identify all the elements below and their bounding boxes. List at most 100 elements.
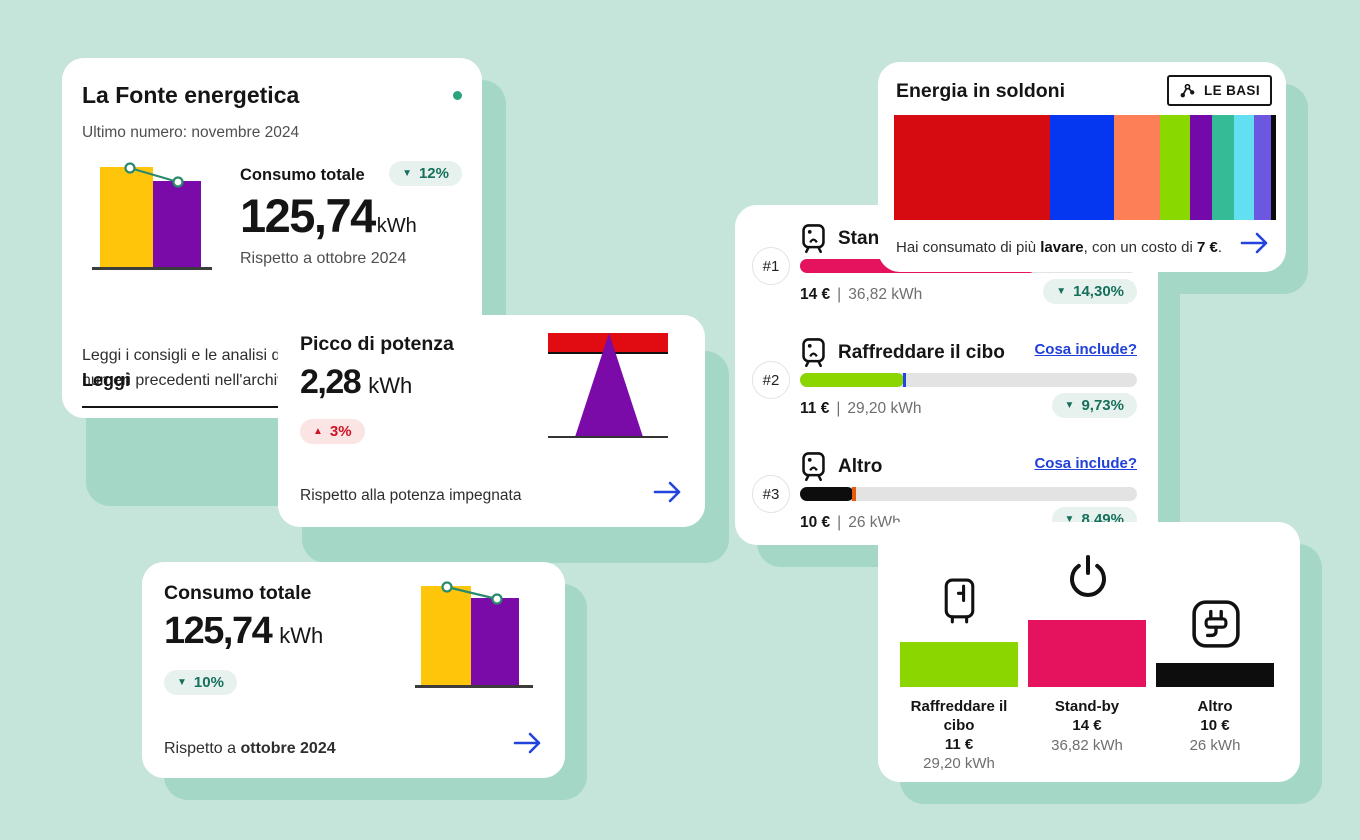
progress-fill — [800, 373, 907, 387]
down-triangle-icon: ▼ — [1056, 285, 1067, 297]
appliance-icon — [802, 338, 825, 368]
card-fonte-energetica: La Fonte energetica Ultimo numero: novem… — [62, 58, 482, 418]
peak-unit: kWh — [368, 373, 413, 398]
consumption-unit: kWh — [376, 215, 417, 237]
card-title: Consumo totale — [164, 582, 312, 604]
progress-tick — [902, 373, 907, 387]
total-consumption: 125,74 kWh — [164, 610, 323, 653]
progress-bar — [800, 487, 1137, 501]
up-triangle-icon: ▲ — [313, 425, 323, 437]
row-header: Altro — [800, 451, 882, 482]
arrow-right-button[interactable] — [1240, 230, 1270, 259]
cosa-include-link[interactable]: Cosa include? — [1034, 341, 1137, 358]
podium-column — [1028, 522, 1146, 687]
bar-segment — [894, 115, 1050, 220]
row-stats: 11 € | 29,20 kWh — [800, 400, 922, 417]
peak-triangle — [575, 333, 643, 437]
chart-baseline — [548, 436, 668, 438]
chip-label: LE BASI — [1203, 83, 1260, 98]
bar-segment — [1233, 115, 1254, 220]
down-triangle-icon: ▼ — [177, 676, 187, 688]
rank-badge: #3 — [752, 475, 790, 513]
appliance-icon — [802, 452, 825, 482]
rank-badge: #1 — [752, 247, 790, 285]
bar-segment — [1212, 115, 1234, 220]
consumption-value: 125,74 — [240, 189, 376, 242]
bar-previous-month — [421, 586, 471, 686]
comparison-text: Rispetto alla potenza impegnata — [300, 487, 522, 504]
card-appliance-podium: Raffreddare il cibo 11 € 29,20 kWh Stand… — [878, 522, 1300, 782]
bar-segment — [1049, 115, 1115, 220]
divider — [82, 406, 462, 408]
row-title: Altro — [838, 455, 883, 477]
caption-text: Hai consumato di più lavare, con un cost… — [896, 239, 1223, 256]
power-icon — [1070, 555, 1106, 597]
trend-value: 12% — [418, 165, 449, 182]
bar-segment — [1114, 115, 1160, 220]
le-basi-chip[interactable]: LE BASI — [1166, 75, 1272, 106]
down-triangle-icon: ▼ — [402, 167, 412, 179]
progress-fill — [800, 487, 856, 501]
down-triangle-icon: ▼ — [1064, 513, 1075, 525]
podium-labels: Stand-by 14 € 36,82 kWh — [1051, 698, 1123, 754]
progress-tick — [852, 487, 856, 501]
down-triangle-icon: ▼ — [1064, 399, 1075, 411]
podium-column — [1156, 522, 1274, 687]
podium-bar — [900, 642, 1018, 687]
consumption-value: 125,74 — [164, 610, 273, 652]
podium-bar — [1156, 663, 1274, 687]
card-consumo-totale: Consumo totale 125,74 kWh ▼ 10% Rispetto… — [142, 562, 565, 778]
podium-labels: Altro 10 € 26 kWh — [1189, 698, 1241, 754]
chart-baseline — [92, 267, 212, 270]
route-dots-icon — [1180, 83, 1195, 98]
trend-badge: ▼ 14,30% — [1043, 279, 1137, 304]
rank-badge: #2 — [752, 361, 790, 399]
comparison-text: Rispetto a ottobre 2024 — [240, 250, 407, 267]
cosa-include-link[interactable]: Cosa include? — [1034, 455, 1137, 472]
row-title: Raffreddare il cibo — [838, 341, 1005, 363]
appliance-icon — [802, 224, 825, 254]
bar-current-month — [153, 181, 201, 267]
trend-badge: ▲ 3% — [300, 419, 365, 444]
peak-number: 2,28 — [300, 363, 362, 401]
row-stats: 14 € | 36,82 kWh — [800, 286, 923, 303]
card-title: Energia in soldoni — [896, 80, 1066, 102]
row-header: Raffreddare il cibo — [800, 337, 1005, 368]
arrow-right-icon — [653, 481, 681, 503]
peak-value: 2,28 kWh — [300, 363, 412, 402]
card-title: Picco di potenza — [300, 333, 454, 355]
arrow-right-icon — [1240, 232, 1268, 254]
bar-segment — [1190, 115, 1213, 220]
arrow-right-button[interactable] — [513, 730, 543, 759]
issue-date: Ultimo numero: novembre 2024 — [82, 124, 300, 141]
metric-label: Consumo totale — [240, 166, 365, 184]
card-title: La Fonte energetica — [82, 82, 300, 108]
bar-segment — [1253, 115, 1271, 220]
bar-previous-month — [100, 167, 153, 267]
plug-icon — [1192, 600, 1240, 648]
trend-badge: ▼ 10% — [164, 670, 237, 695]
read-link[interactable]: Leggi — [82, 370, 130, 390]
arrow-right-button[interactable] — [653, 479, 683, 508]
status-dot-icon — [453, 91, 462, 100]
comparison-text: Rispetto a ottobre 2024 — [164, 740, 336, 757]
bar-segment — [1159, 115, 1191, 220]
bar-current-month — [471, 598, 519, 686]
chart-baseline — [415, 685, 533, 688]
bar-segment — [1270, 115, 1276, 220]
consumption-unit: kWh — [279, 623, 324, 648]
podium-column — [900, 522, 1018, 687]
trend-line — [124, 162, 184, 188]
trend-badge: ▼ 12% — [389, 161, 462, 186]
card-energia-in-soldoni: Energia in soldoni LE BASI Hai consumato… — [878, 62, 1286, 272]
fridge-icon — [944, 578, 975, 624]
trend-value: 3% — [329, 423, 352, 440]
trend-badge: ▼ 9,73% — [1051, 393, 1137, 418]
podium-bar — [1028, 620, 1146, 687]
podium-labels: Raffreddare il cibo 11 € 29,20 kWh — [910, 698, 1008, 773]
card-picco-di-potenza: Picco di potenza 2,28 kWh ▲ 3% Rispetto … — [278, 315, 705, 527]
progress-bar — [800, 373, 1137, 387]
trend-line — [441, 581, 503, 605]
total-consumption: 125,74 kWh — [240, 188, 417, 243]
arrow-right-icon — [513, 732, 541, 754]
